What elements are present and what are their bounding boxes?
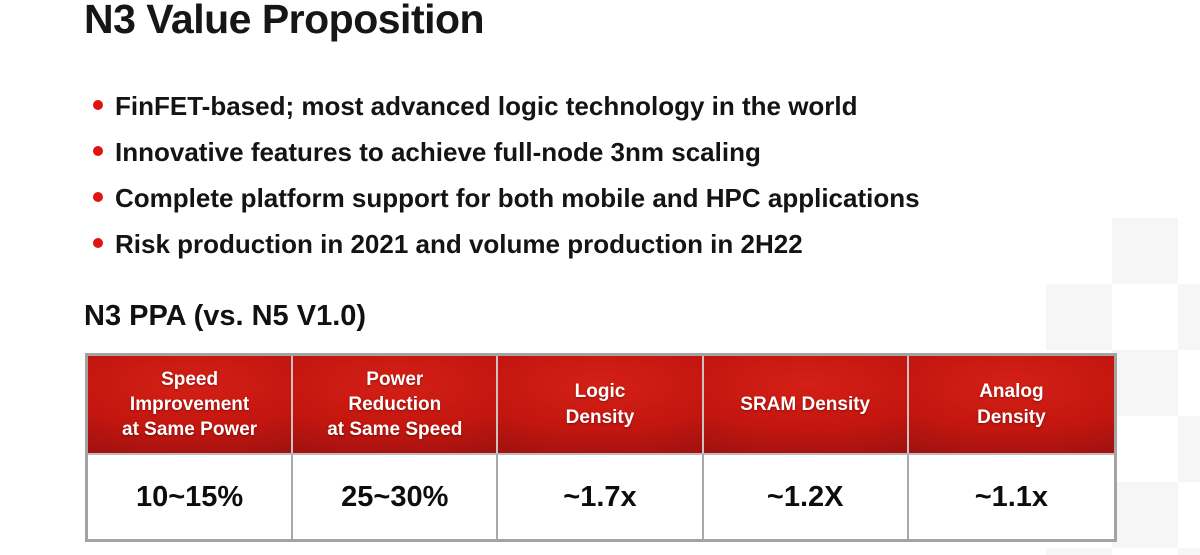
bullet-item: FinFET-based; most advanced logic techno…: [88, 83, 920, 129]
bullet-text: Complete platform support for both mobil…: [115, 183, 920, 213]
bullet-dot-icon: [93, 238, 103, 248]
ppa-value-sram-density: ~1.2X: [703, 453, 909, 539]
bullet-dot-icon: [93, 192, 103, 202]
bullet-item: Risk production in 2021 and volume produ…: [88, 221, 920, 267]
ppa-header-power-reduction: Power Reduction at Same Speed: [293, 356, 499, 453]
bullet-list: FinFET-based; most advanced logic techno…: [88, 83, 920, 267]
slide-title: N3 Value Proposition: [84, 0, 485, 42]
bullet-dot-icon: [93, 100, 103, 110]
ppa-value-analog-density: ~1.1x: [908, 453, 1114, 539]
ppa-header-speed-improvement: Speed Improvement at Same Power: [88, 356, 294, 453]
ppa-header-analog-density: Analog Density: [908, 356, 1114, 453]
ppa-table-heading: N3 PPA (vs. N5 V1.0): [84, 300, 367, 332]
ppa-header-sram-density: SRAM Density: [703, 356, 909, 453]
bullet-text: Risk production in 2021 and volume produ…: [115, 229, 803, 259]
ppa-table: Speed Improvement at Same Power Power Re…: [85, 353, 1117, 542]
bullet-dot-icon: [93, 146, 103, 156]
ppa-header-logic-density: Logic Density: [498, 356, 704, 453]
ppa-value-logic-density: ~1.7x: [498, 453, 704, 539]
ppa-value-speed-improvement: 10~15%: [88, 453, 294, 539]
bullet-text: FinFET-based; most advanced logic techno…: [115, 91, 858, 121]
ppa-value-power-reduction: 25~30%: [293, 453, 499, 539]
bullet-text: Innovative features to achieve full-node…: [115, 137, 761, 167]
bullet-item: Complete platform support for both mobil…: [88, 175, 920, 221]
bullet-item: Innovative features to achieve full-node…: [88, 129, 920, 175]
